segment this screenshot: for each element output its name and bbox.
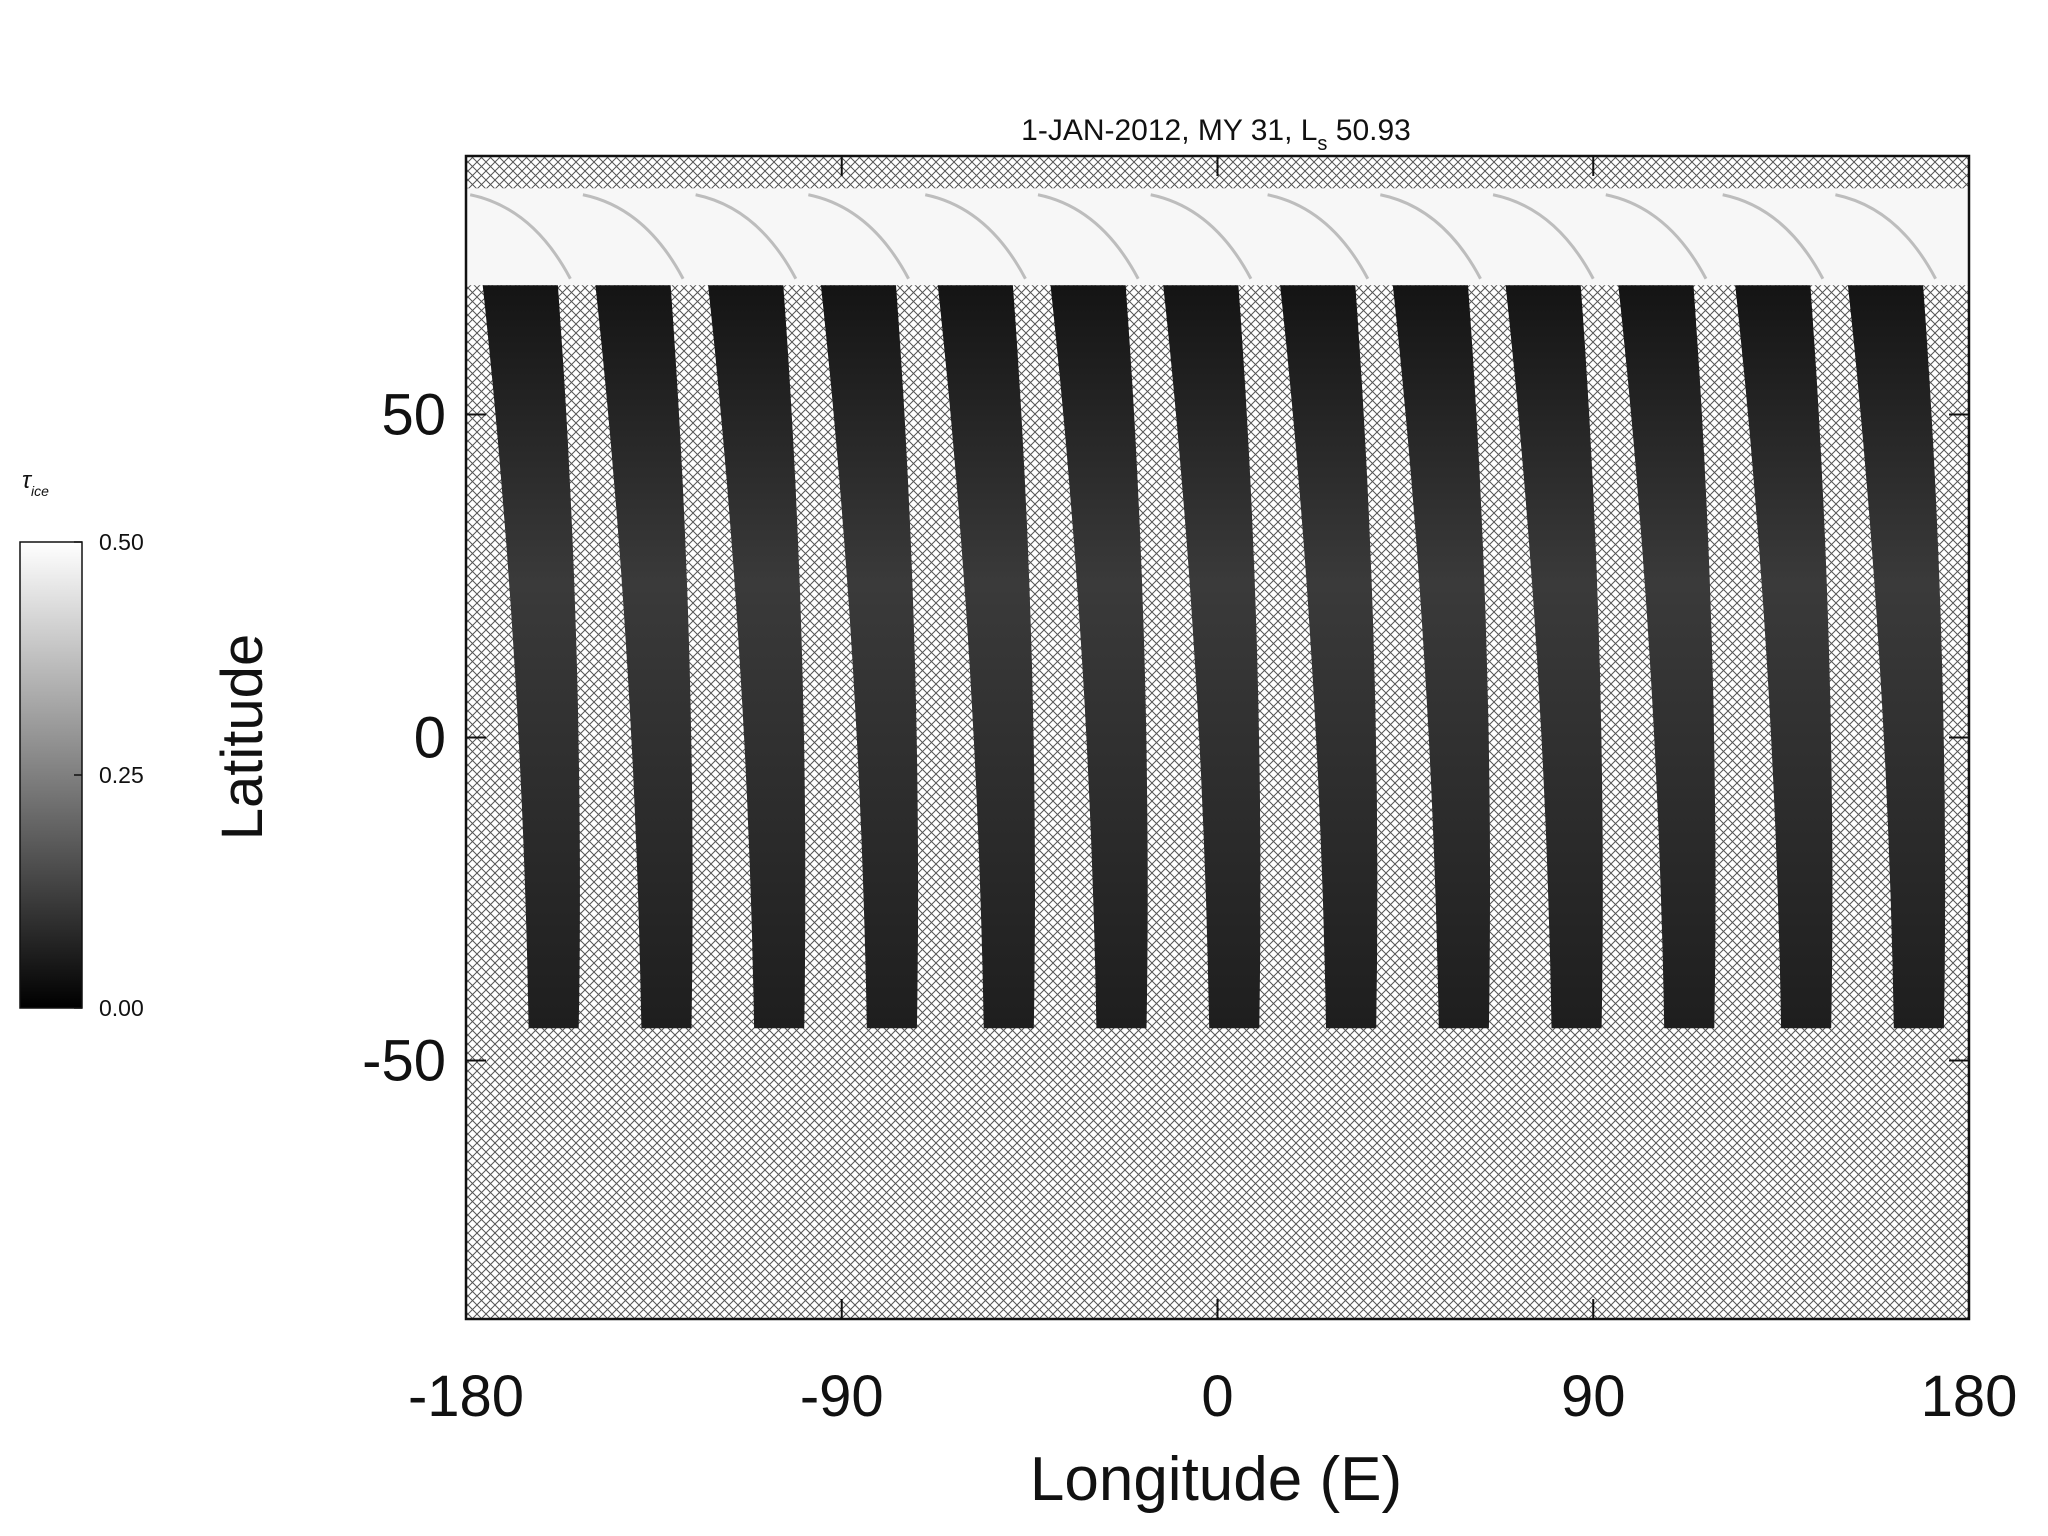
colorbar-label: τice xyxy=(22,467,49,499)
x-axis-label: Longitude (E) xyxy=(1030,1445,1402,1514)
y-tick-label: 0 xyxy=(414,706,446,771)
y-tick-label: 50 xyxy=(381,382,446,447)
colorbar-tick-label: 0.00 xyxy=(99,995,144,1021)
swath xyxy=(1280,285,1378,1029)
swath xyxy=(820,285,919,1029)
x-tick-label: -180 xyxy=(408,1364,524,1429)
colorbar-label-subscript: ice xyxy=(31,483,49,499)
title-text: 1-JAN-2012, MY 31, L xyxy=(1021,114,1317,147)
x-tick-label: 90 xyxy=(1561,1364,1626,1429)
swath xyxy=(1050,285,1148,1029)
map-area xyxy=(466,188,1969,1029)
cap-streak xyxy=(582,193,685,280)
cap-streak xyxy=(1380,193,1482,280)
colorbar-tick-label: 0.25 xyxy=(99,762,144,788)
chart-title: 1-JAN-2012, MY 31, Ls 50.93 xyxy=(1021,114,1411,155)
cap-streak xyxy=(1150,193,1253,280)
cap-streak xyxy=(1492,193,1595,280)
cap-streak xyxy=(695,193,798,280)
swath xyxy=(1847,285,1946,1029)
title-text-end: 50.93 xyxy=(1327,114,1410,147)
cap-streak xyxy=(469,193,572,280)
cap-streak xyxy=(924,193,1027,280)
swath xyxy=(482,285,580,1029)
swath xyxy=(1618,285,1716,1029)
cap-streak xyxy=(1835,193,1937,280)
x-tick-label: 0 xyxy=(1201,1364,1233,1429)
cap-streak xyxy=(1267,193,1370,280)
cap-streak xyxy=(808,193,910,280)
cap-streak xyxy=(1722,193,1825,280)
colorbar xyxy=(19,541,83,1009)
swath xyxy=(1735,285,1833,1029)
swath xyxy=(595,285,693,1029)
swath xyxy=(708,285,806,1029)
polar-cap xyxy=(466,188,1969,286)
colorbar-tick-label: 0.50 xyxy=(99,529,144,555)
x-tick-label: 180 xyxy=(1921,1364,2018,1429)
y-tick-label: -50 xyxy=(362,1029,446,1094)
cap-streak xyxy=(1037,193,1140,280)
colorbar-label-symbol: τ xyxy=(22,467,33,494)
swath xyxy=(1163,285,1261,1029)
swath xyxy=(1392,285,1490,1029)
y-axis-label: Latitude xyxy=(210,634,275,840)
cap-streak xyxy=(1605,193,1708,280)
swath xyxy=(1505,285,1603,1029)
swath xyxy=(937,285,1035,1029)
x-tick-label: -90 xyxy=(800,1364,884,1429)
title-subscript: s xyxy=(1317,133,1327,155)
